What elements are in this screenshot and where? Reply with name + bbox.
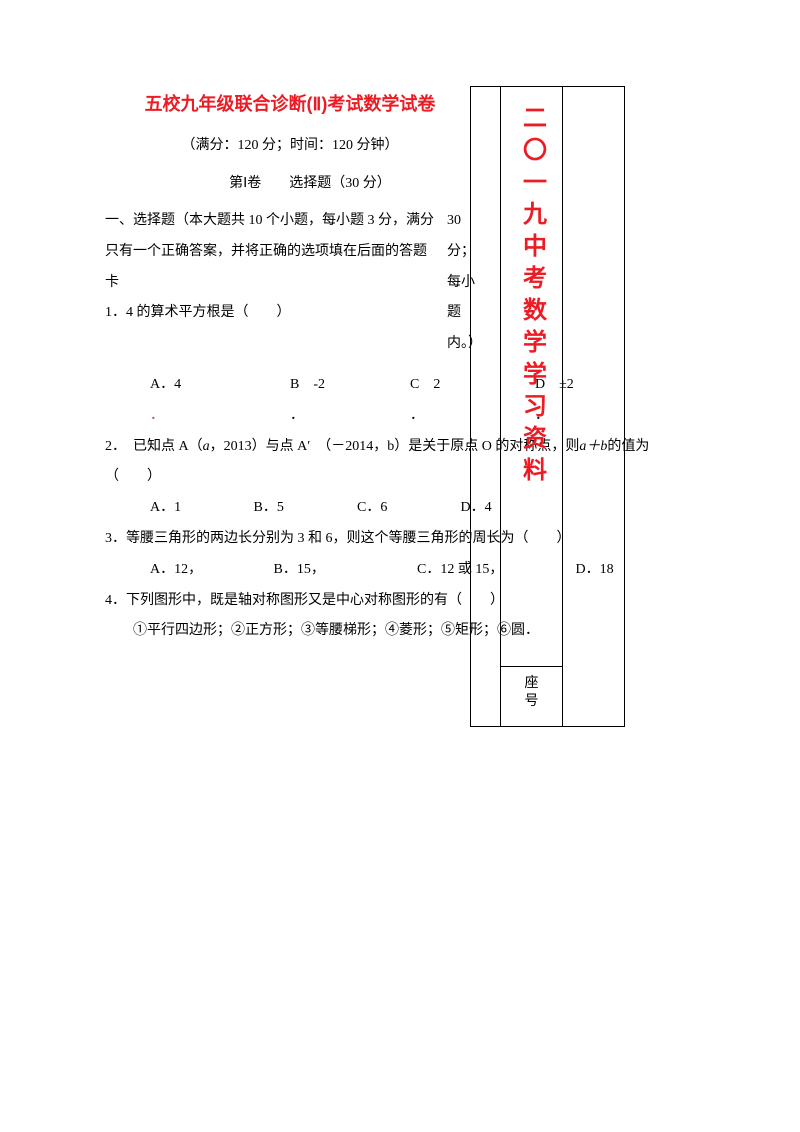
page-title: 五校九年级联合诊断(Ⅱ)考试数学试卷: [105, 90, 475, 116]
section-1-intro: 30 分；每小题 内。） 一、选择题（本大题共 10 个小题，每小题 3 分，满…: [105, 206, 475, 298]
seat-number-table: 二〇一九中考数学学习资料 座 号: [470, 86, 625, 727]
exam-meta: （满分：120 分；时间：120 分钟）: [105, 134, 475, 154]
seat-label: 座 号: [501, 667, 562, 719]
exam-year-vertical: 二〇一九中考数学学习资料: [510, 87, 554, 507]
section-1-header: 第Ⅰ卷 选择题（30 分）: [105, 172, 475, 192]
question-1: 1．4 的算术平方根是（ ）: [105, 298, 475, 329]
